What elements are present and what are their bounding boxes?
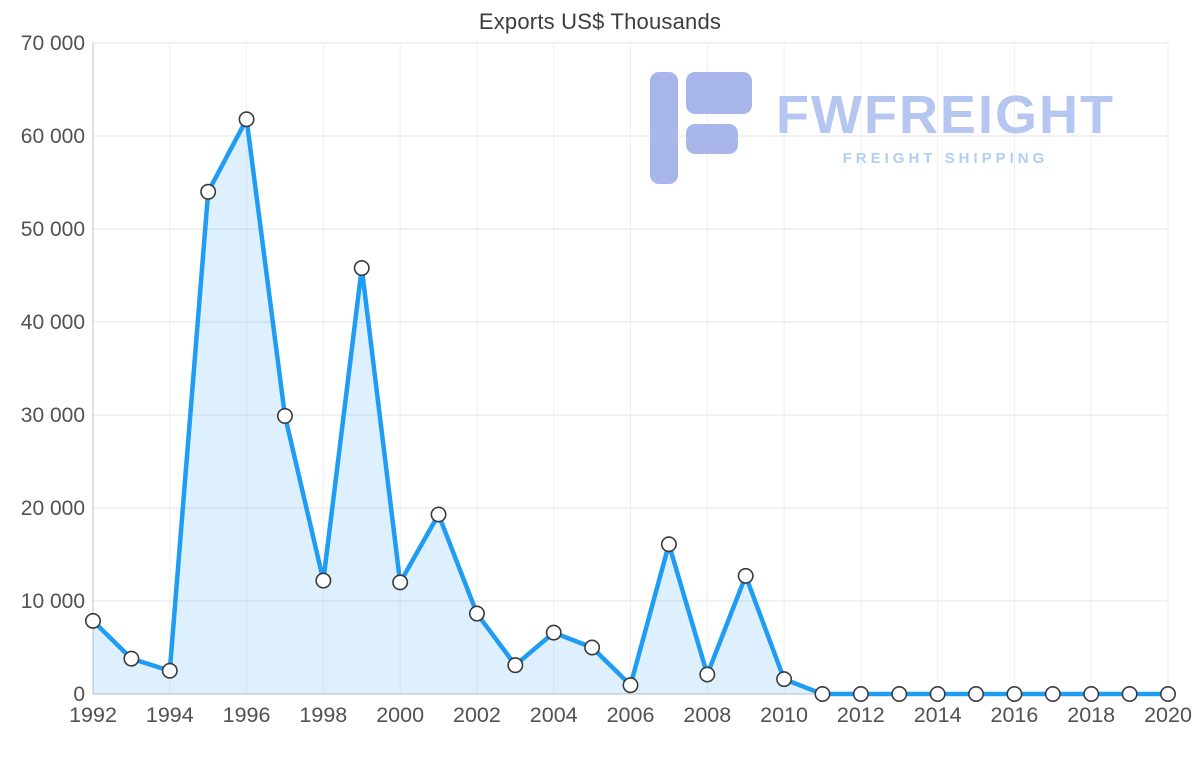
data-point-marker[interactable] <box>776 671 793 688</box>
data-point-marker[interactable] <box>1160 685 1177 702</box>
data-point-marker[interactable] <box>929 685 946 702</box>
y-axis-tick-label: 40 000 <box>21 311 85 334</box>
y-axis-tick-label: 60 000 <box>21 125 85 148</box>
data-point-marker[interactable] <box>85 612 102 629</box>
data-point-marker[interactable] <box>430 506 447 523</box>
data-point-marker[interactable] <box>238 111 255 128</box>
x-axis-tick-label: 2004 <box>530 703 578 727</box>
data-point-marker[interactable] <box>392 574 409 591</box>
data-point-marker[interactable] <box>353 260 370 277</box>
data-point-marker[interactable] <box>1044 685 1061 702</box>
x-axis-tick-label: 1992 <box>69 703 117 727</box>
data-point-marker[interactable] <box>660 536 677 553</box>
data-point-marker[interactable] <box>737 567 754 584</box>
chart-title: Exports US$ Thousands <box>478 9 722 34</box>
x-axis-tick-label: 2006 <box>607 703 655 727</box>
x-axis-tick-label: 2008 <box>683 703 731 727</box>
y-axis-tick-label: 20 000 <box>21 497 85 520</box>
y-axis-tick-label: 30 000 <box>21 404 85 427</box>
x-axis-tick-label: 2012 <box>837 703 885 727</box>
data-point-marker[interactable] <box>123 650 140 667</box>
y-axis-tick-label: 50 000 <box>21 218 85 241</box>
data-point-marker[interactable] <box>622 677 639 694</box>
x-axis-tick-label: 2000 <box>376 703 424 727</box>
data-point-marker[interactable] <box>1006 685 1023 702</box>
x-axis-tick-label: 2018 <box>1067 703 1115 727</box>
data-point-marker[interactable] <box>161 662 178 679</box>
y-axis-tick-label: 70 000 <box>21 32 85 55</box>
series-area <box>93 119 1168 694</box>
data-point-marker[interactable] <box>699 666 716 683</box>
data-point-marker[interactable] <box>200 183 217 200</box>
y-axis-tick-label: 0 <box>73 683 85 706</box>
data-point-marker[interactable] <box>545 624 562 641</box>
data-point-marker[interactable] <box>1121 685 1138 702</box>
data-point-marker[interactable] <box>315 572 332 589</box>
x-axis-tick-label: 2016 <box>991 703 1039 727</box>
x-axis-tick-label: 2010 <box>760 703 808 727</box>
data-point-marker[interactable] <box>891 685 908 702</box>
x-axis-tick-label: 1996 <box>223 703 271 727</box>
y-axis-tick-label: 10 000 <box>21 590 85 613</box>
data-point-marker[interactable] <box>468 605 485 622</box>
x-axis-tick-label: 2020 <box>1144 703 1192 727</box>
x-axis-tick-label: 1994 <box>146 703 194 727</box>
data-point-marker[interactable] <box>276 407 293 424</box>
data-point-marker[interactable] <box>968 685 985 702</box>
data-point-marker[interactable] <box>1083 685 1100 702</box>
data-point-marker[interactable] <box>852 685 869 702</box>
data-point-marker[interactable] <box>507 657 524 674</box>
x-axis-tick-label: 2002 <box>453 703 501 727</box>
data-point-marker[interactable] <box>814 685 831 702</box>
x-axis-tick-label: 1998 <box>299 703 347 727</box>
x-axis-tick-label: 2014 <box>914 703 962 727</box>
data-point-marker[interactable] <box>584 639 601 656</box>
